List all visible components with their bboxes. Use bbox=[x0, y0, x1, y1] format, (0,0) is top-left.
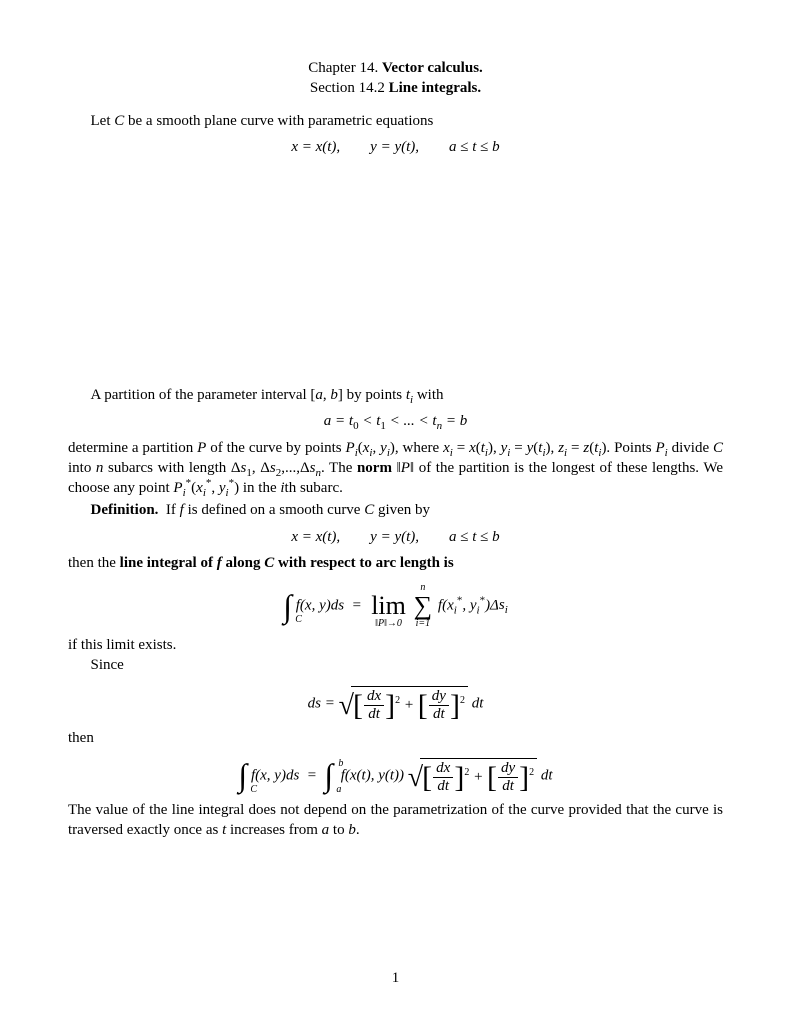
closing-paragraph: The value of the line integral does not … bbox=[68, 800, 723, 841]
chapter-heading: Chapter 14. Vector calculus. bbox=[68, 58, 723, 78]
eq-line-integral-def: ∫C f(x, y)ds = lim ‖P‖→0 n ∑ i=1 f(xi*, … bbox=[68, 583, 723, 629]
section-prefix: Section 14.2 bbox=[310, 80, 389, 96]
section-heading: Section 14.2 Line integrals. bbox=[68, 78, 723, 98]
definition-paragraph: Definition. If f is defined on a smooth … bbox=[68, 500, 723, 520]
intro-paragraph: Let C be a smooth plane curve with param… bbox=[68, 111, 723, 131]
line-integral-phrase: line integral of f along C with respect … bbox=[120, 555, 454, 571]
chapter-prefix: Chapter 14. bbox=[308, 60, 382, 76]
if-limit-exists: if this limit exists. bbox=[68, 635, 723, 655]
eq-partition: a = t0 < t1 < ... < tn = b bbox=[68, 411, 723, 431]
section-title: Line integrals. bbox=[389, 80, 482, 96]
partition-body: determine a partition P of the curve by … bbox=[68, 438, 723, 499]
line-integral-intro: then the line integral of f along C with… bbox=[68, 553, 723, 573]
since-label: Since bbox=[68, 655, 723, 675]
eq-parametric-2: x = x(t), y = y(t), a ≤ t ≤ b bbox=[68, 527, 723, 547]
figure-gap bbox=[68, 163, 723, 373]
then-label: then bbox=[68, 728, 723, 748]
partition-intro: A partition of the parameter interval [a… bbox=[68, 385, 723, 405]
norm-word: norm bbox=[357, 460, 392, 476]
page: Chapter 14. Vector calculus. Section 14.… bbox=[0, 0, 791, 1024]
eq-line-integral-formula: ∫C f(x, y)ds = ∫ab f(x(t), y(t)) √ [dxdt… bbox=[68, 758, 723, 794]
definition-label: Definition. bbox=[91, 502, 159, 518]
chapter-title: Vector calculus. bbox=[382, 60, 483, 76]
eq-parametric-1: x = x(t), y = y(t), a ≤ t ≤ b bbox=[68, 137, 723, 157]
page-number: 1 bbox=[0, 968, 791, 988]
eq-ds: ds = √ [dxdt]2 + [dydt]2 dt bbox=[68, 686, 723, 722]
